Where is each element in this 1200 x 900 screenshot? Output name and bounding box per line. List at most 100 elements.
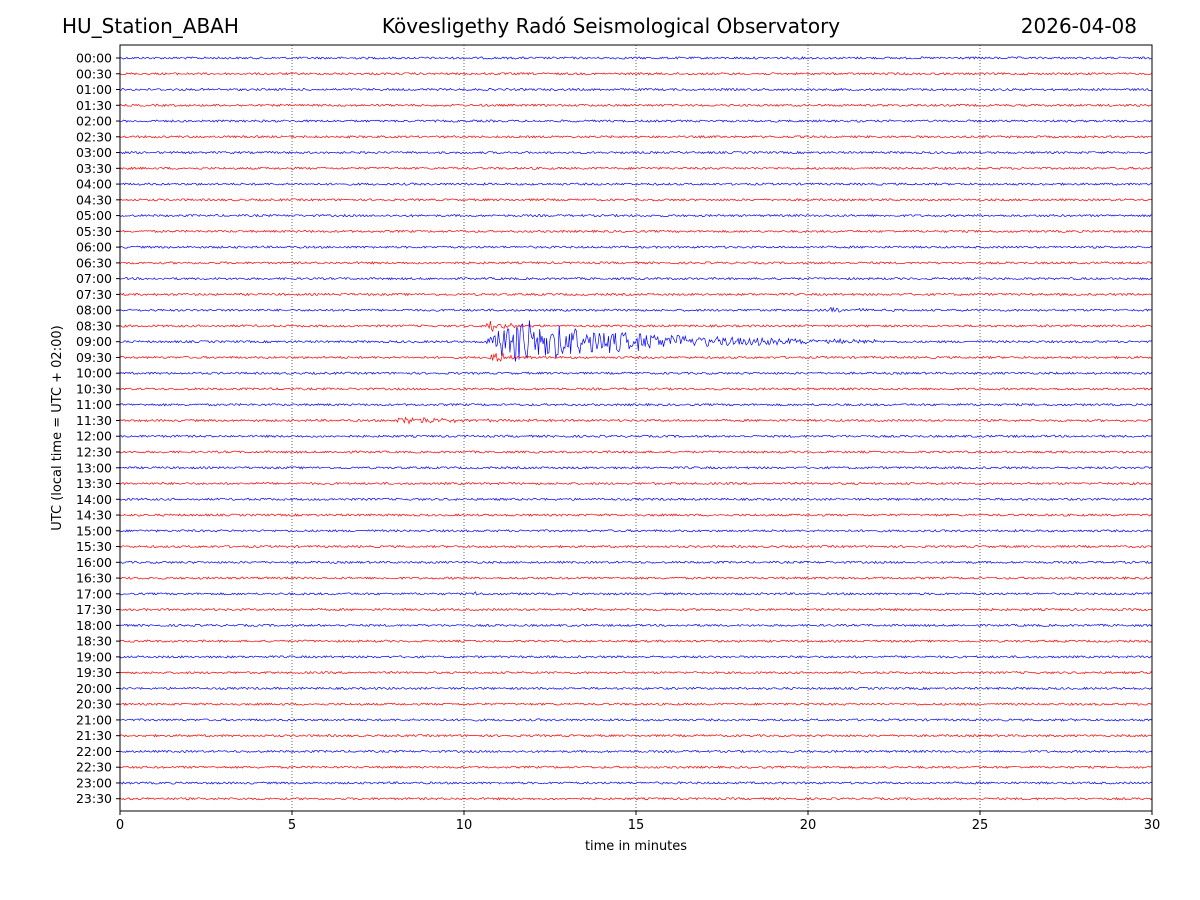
y-tick-label: 15:00 bbox=[76, 523, 112, 538]
y-axis-label: UTC (local time = UTC + 02:00) bbox=[50, 325, 65, 530]
y-tick-label: 08:30 bbox=[76, 318, 112, 333]
trace-2200 bbox=[119, 749, 1153, 754]
trace-0630 bbox=[119, 261, 1153, 265]
y-tick-label: 05:30 bbox=[76, 224, 112, 239]
y-tick-label: 08:00 bbox=[76, 303, 112, 318]
trace-0100 bbox=[119, 87, 1153, 92]
chart-title: Kövesligethy Radó Seismological Observat… bbox=[381, 14, 841, 38]
y-tick-label: 01:30 bbox=[76, 98, 112, 113]
y-tick-label: 04:00 bbox=[76, 177, 112, 192]
y-tick-label: 17:30 bbox=[76, 602, 112, 617]
y-tick-label: 07:30 bbox=[76, 287, 112, 302]
trace-1430 bbox=[119, 513, 1153, 517]
y-tick-label: 14:30 bbox=[76, 508, 112, 523]
trace-0300 bbox=[120, 150, 1153, 155]
trace-1130 bbox=[119, 416, 1153, 425]
trace-2300 bbox=[119, 781, 1153, 785]
y-tick-label: 11:00 bbox=[76, 397, 112, 412]
trace-0130 bbox=[119, 103, 1153, 108]
trace-1600 bbox=[119, 560, 1153, 565]
trace-1930 bbox=[119, 670, 1153, 675]
y-axis-ticks: 00:0000:3001:0001:3002:0002:3003:0003:30… bbox=[76, 51, 120, 806]
trace-0900 bbox=[120, 320, 1153, 362]
y-tick-label: 16:30 bbox=[76, 571, 112, 586]
trace-0730 bbox=[120, 292, 1153, 297]
trace-2000 bbox=[119, 686, 1153, 691]
x-tick-label: 30 bbox=[1144, 818, 1161, 833]
trace-1830 bbox=[119, 639, 1153, 643]
x-axis-label: time in minutes bbox=[585, 839, 687, 854]
trace-0600 bbox=[119, 245, 1153, 249]
y-tick-label: 12:00 bbox=[76, 429, 112, 444]
trace-1730 bbox=[119, 607, 1153, 612]
trace-0700 bbox=[119, 276, 1153, 281]
trace-0800 bbox=[119, 306, 1153, 313]
y-tick-label: 18:00 bbox=[76, 618, 112, 633]
y-tick-label: 20:00 bbox=[76, 681, 112, 696]
trace-1800 bbox=[119, 623, 1153, 628]
y-tick-label: 06:30 bbox=[76, 255, 112, 270]
trace-2130 bbox=[119, 733, 1153, 738]
trace-1030 bbox=[119, 387, 1153, 391]
y-tick-label: 21:30 bbox=[76, 728, 112, 743]
y-tick-label: 02:30 bbox=[76, 129, 112, 144]
trace-2230 bbox=[119, 765, 1153, 770]
y-tick-label: 18:30 bbox=[76, 634, 112, 649]
y-tick-label: 00:00 bbox=[76, 51, 112, 66]
y-tick-label: 15:30 bbox=[76, 539, 112, 554]
y-tick-label: 06:00 bbox=[76, 240, 112, 255]
y-tick-label: 22:00 bbox=[76, 744, 112, 759]
x-tick-label: 10 bbox=[456, 818, 473, 833]
trace-0430 bbox=[119, 198, 1153, 202]
y-tick-label: 11:30 bbox=[76, 413, 112, 428]
y-tick-label: 10:00 bbox=[76, 366, 112, 381]
y-tick-label: 03:00 bbox=[76, 145, 112, 160]
y-tick-label: 19:00 bbox=[76, 649, 112, 664]
y-tick-label: 14:00 bbox=[76, 492, 112, 507]
trace-1500 bbox=[119, 529, 1153, 533]
y-tick-label: 17:00 bbox=[76, 586, 112, 601]
y-tick-label: 09:00 bbox=[76, 334, 112, 349]
trace-1000 bbox=[119, 371, 1153, 375]
y-tick-label: 21:00 bbox=[76, 712, 112, 727]
y-tick-label: 09:30 bbox=[76, 350, 112, 365]
trace-0230 bbox=[119, 134, 1153, 139]
trace-2030 bbox=[119, 702, 1153, 706]
grid-lines bbox=[291, 45, 981, 811]
trace-0000 bbox=[119, 56, 1153, 60]
trace-1700 bbox=[119, 591, 1153, 596]
y-tick-label: 19:30 bbox=[76, 665, 112, 680]
trace-1400 bbox=[119, 497, 1153, 502]
y-tick-label: 03:30 bbox=[76, 161, 112, 176]
x-tick-label: 25 bbox=[972, 818, 989, 833]
trace-1330 bbox=[119, 481, 1152, 486]
trace-2330 bbox=[119, 796, 1153, 801]
y-tick-label: 01:00 bbox=[76, 82, 112, 97]
y-tick-label: 00:30 bbox=[76, 66, 112, 81]
trace-1300 bbox=[119, 465, 1153, 470]
x-tick-label: 15 bbox=[628, 818, 645, 833]
date-label: 2026-04-08 bbox=[1020, 14, 1137, 38]
trace-0400 bbox=[119, 182, 1153, 186]
station-name: HU_Station_ABAH bbox=[62, 14, 239, 38]
y-tick-label: 22:30 bbox=[76, 760, 112, 775]
trace-0030 bbox=[119, 72, 1153, 76]
y-tick-label: 16:00 bbox=[76, 555, 112, 570]
trace-1530 bbox=[119, 544, 1153, 549]
y-tick-label: 12:30 bbox=[76, 445, 112, 460]
trace-0930 bbox=[119, 352, 1153, 363]
x-tick-label: 0 bbox=[116, 818, 124, 833]
y-tick-label: 13:00 bbox=[76, 460, 112, 475]
y-tick-label: 07:00 bbox=[76, 271, 112, 286]
x-tick-label: 5 bbox=[288, 818, 296, 833]
trace-0500 bbox=[119, 213, 1153, 218]
trace-1200 bbox=[119, 434, 1153, 439]
y-tick-label: 23:00 bbox=[76, 775, 112, 790]
x-axis-ticks: 0 5 10 15 20 25 30 bbox=[116, 811, 1160, 833]
trace-0200 bbox=[119, 119, 1153, 123]
y-tick-label: 04:30 bbox=[76, 192, 112, 207]
trace-1900 bbox=[119, 655, 1153, 659]
y-tick-label: 23:30 bbox=[76, 791, 112, 806]
trace-1100 bbox=[119, 402, 1153, 407]
